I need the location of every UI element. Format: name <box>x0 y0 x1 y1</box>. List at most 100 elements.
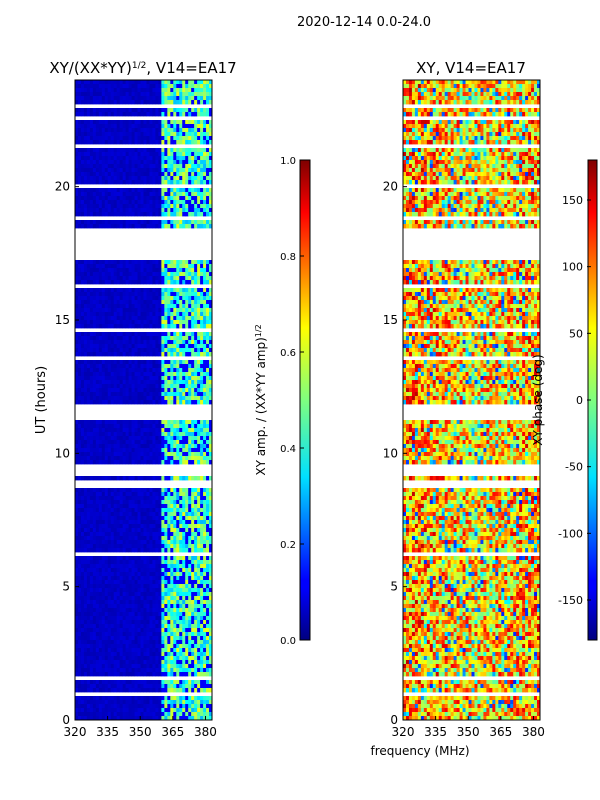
amp-cell <box>80 264 85 269</box>
amp-cell <box>200 292 204 297</box>
amp-cell <box>122 124 127 129</box>
amp-cell <box>140 532 144 537</box>
amp-cell <box>206 504 210 509</box>
amp-cell <box>86 100 91 105</box>
amp-cell <box>77 452 82 457</box>
amp-cell <box>194 608 198 613</box>
amp-cell <box>197 500 201 505</box>
amp-cell <box>164 312 168 317</box>
amp-cell <box>173 376 177 381</box>
amp-cell <box>170 168 174 173</box>
amp-cell <box>77 460 82 465</box>
amp-cell <box>128 424 132 429</box>
amp-cell <box>206 280 210 285</box>
amp-cell <box>161 560 165 565</box>
amp-cell <box>155 168 159 173</box>
amp-cell <box>197 612 201 617</box>
amp-cell <box>110 492 115 497</box>
amp-cell <box>176 392 180 397</box>
amp-cell <box>143 288 147 293</box>
amp-cell <box>83 224 88 229</box>
amp-cell <box>185 124 189 129</box>
amp-cell <box>179 320 183 325</box>
amp-cell <box>125 220 130 225</box>
amp-cell <box>125 152 130 157</box>
amp-cell <box>89 176 94 181</box>
amp-cell <box>155 604 159 609</box>
amp-cell <box>167 200 171 205</box>
amp-cell <box>182 192 186 197</box>
amp-cell <box>176 92 180 97</box>
amp-cell <box>134 324 138 329</box>
amp-cell <box>176 476 180 481</box>
amp-cell <box>158 96 162 101</box>
amp-cell <box>188 588 192 593</box>
amp-cell <box>77 448 82 453</box>
amp-cell <box>173 224 177 229</box>
amp-cell <box>86 280 91 285</box>
amp-cell <box>107 544 112 549</box>
amp-cell <box>119 572 124 577</box>
amp-cell <box>170 364 174 369</box>
amp-cell <box>158 276 162 281</box>
amp-cell <box>143 212 147 217</box>
amp-cell <box>152 556 156 561</box>
amp-cell <box>131 112 135 117</box>
amp-cell <box>152 536 156 541</box>
amp-cell <box>75 604 79 609</box>
amp-cell <box>197 188 201 193</box>
amp-cell <box>140 500 144 505</box>
amp-cell <box>191 576 195 581</box>
amp-cell <box>143 584 147 589</box>
amp-cell <box>86 312 91 317</box>
amp-cell <box>185 516 189 521</box>
amp-cell <box>104 260 109 265</box>
amp-cell <box>134 560 138 565</box>
amp-cell <box>119 196 124 201</box>
amp-cell <box>113 396 118 401</box>
amp-cell <box>128 124 132 129</box>
amp-cell <box>158 540 162 545</box>
amp-cell <box>128 548 132 553</box>
amp-cell <box>128 384 132 389</box>
amp-cell <box>176 276 180 281</box>
amp-cell <box>125 292 130 297</box>
amp-cell <box>110 524 115 529</box>
amp-cell <box>191 92 195 97</box>
amp-cell <box>83 448 88 453</box>
amp-cell <box>161 392 165 397</box>
amp-cell <box>200 540 204 545</box>
amp-cell <box>77 176 82 181</box>
amp-cell <box>107 96 112 101</box>
amp-cell <box>134 188 138 193</box>
amp-cell <box>89 540 94 545</box>
amp-cell <box>203 548 207 553</box>
amp-cell <box>191 556 195 561</box>
amp-cell <box>140 260 144 265</box>
amp-cell <box>119 324 124 329</box>
amp-cell <box>185 208 189 213</box>
amp-cell <box>95 320 100 325</box>
amp-cell <box>161 520 165 525</box>
amp-cell <box>110 288 115 293</box>
amp-cell <box>128 136 132 141</box>
amp-cell <box>140 604 144 609</box>
amp-cell <box>86 140 91 145</box>
amp-cell <box>80 316 85 321</box>
amp-cell <box>167 316 171 321</box>
amp-cell <box>200 324 204 329</box>
amp-cell <box>80 568 85 573</box>
amp-cell <box>98 420 103 425</box>
amp-cell <box>95 96 100 101</box>
amp-cell <box>119 312 124 317</box>
amp-cell <box>149 200 153 205</box>
amp-cell <box>194 460 198 465</box>
amp-cell <box>167 344 171 349</box>
amp-cell <box>95 572 100 577</box>
amp-cell <box>167 112 171 117</box>
amp-cell <box>75 80 79 85</box>
amp-cell <box>143 264 147 269</box>
amp-cell <box>104 560 109 565</box>
amp-cell <box>128 128 132 133</box>
amp-cell <box>173 436 177 441</box>
